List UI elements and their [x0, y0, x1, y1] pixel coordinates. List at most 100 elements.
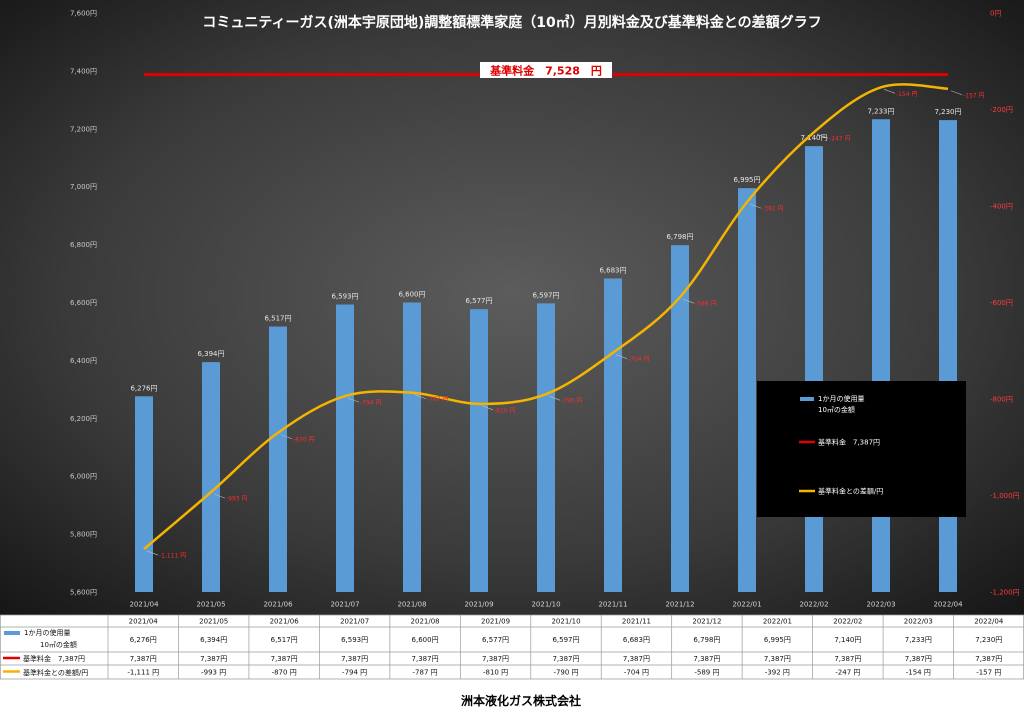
x-axis-tick-label: 2021/12	[665, 601, 694, 609]
table-cell: 7,387円	[341, 655, 368, 663]
table-cell: 6,798円	[693, 636, 720, 644]
x-axis-tick-label: 2021/04	[129, 601, 159, 609]
table-header-cell: 2021/05	[199, 618, 228, 626]
difference-data-label: -787 円	[427, 396, 449, 403]
data-table: 2021/04 2021/05 2021/06 2021/07 2021/08 2021/…	[0, 614, 1024, 680]
table-cell: -787 円	[413, 669, 438, 677]
table-cell: -704 円	[624, 669, 649, 677]
table-swatch	[4, 631, 20, 635]
table-row-label: 10㎥の金額	[40, 640, 77, 649]
difference-data-label: -794 円	[360, 400, 382, 407]
table-cell: 7,387円	[200, 655, 227, 663]
x-axis-tick-label: 2022/01	[732, 601, 761, 609]
chart-title: コミュニティーガス(洲本宇原団地)調整額標準家庭（10㎥）月別料金及び基準料金と…	[202, 14, 821, 31]
y2-axis-tick-label: -400円	[990, 203, 1013, 211]
table-cell: 6,517円	[271, 636, 298, 644]
data-label-leader	[347, 397, 360, 403]
y-axis-tick-label: 6,400円	[70, 357, 97, 365]
table-cell: 7,387円	[552, 655, 579, 663]
bar	[671, 245, 689, 592]
legend-label: 10㎥の金額	[818, 405, 855, 414]
table-cell: 6,577円	[482, 636, 509, 644]
bar-data-label: 6,276円	[130, 384, 157, 392]
y-axis-tick-label: 5,800円	[70, 531, 97, 539]
table-cell: 7,387円	[905, 655, 932, 663]
bar	[805, 146, 823, 593]
legend-label: 基準料金との差額/円	[818, 487, 883, 496]
table-cell: 7,387円	[764, 655, 791, 663]
data-label-leader	[749, 203, 762, 209]
difference-data-label: -790 円	[561, 398, 583, 405]
y-axis-tick-label: 6,000円	[70, 473, 97, 481]
table-cell: 7,230円	[975, 636, 1002, 644]
data-label-leader	[280, 434, 293, 440]
legend-label: 基準料金 7,387円	[818, 438, 880, 447]
difference-data-label: -157 円	[963, 92, 985, 99]
bar	[470, 309, 488, 592]
bar-data-label: 6,517円	[264, 315, 291, 323]
table-row-label: 1か月の使用量	[24, 628, 70, 637]
data-label-leader	[615, 354, 628, 359]
data-label-leader	[481, 405, 494, 411]
bar	[269, 326, 287, 592]
y-axis-tick-label: 6,800円	[70, 241, 97, 249]
table-header-cell: 2022/02	[833, 618, 862, 626]
x-axis-tick-label: 2021/10	[531, 601, 560, 609]
table-cell: 7,387円	[834, 655, 861, 663]
reference-series: 基準料金 7,528 円	[144, 62, 948, 78]
data-label-leader	[548, 395, 561, 401]
table-cell: 6,276円	[130, 636, 157, 644]
table-header-cell: 2021/12	[692, 618, 721, 626]
table-cell: 6,683円	[623, 636, 650, 644]
data-label-leader	[213, 493, 226, 499]
table-cell: -1,111 円	[127, 669, 159, 677]
table-cell: 7,140円	[834, 636, 861, 644]
y-axis-tick-label: 7,400円	[70, 67, 97, 75]
table-header-cell: 2021/06	[270, 618, 300, 626]
table-cell: -154 円	[906, 669, 931, 677]
difference-line	[143, 83, 949, 551]
table-cell: 7,387円	[412, 655, 439, 663]
legend-label: 1か月の使用量	[818, 394, 864, 403]
x-axis-tick-label: 2021/07	[330, 601, 359, 609]
y2-axis-tick-label: -800円	[990, 396, 1013, 404]
bar-data-label: 7,230円	[934, 108, 961, 116]
table-row-label: 基準料金との差額/円	[23, 668, 88, 677]
difference-data-label: -993 円	[226, 496, 248, 503]
y-axis-tick-label: 7,200円	[70, 125, 97, 133]
table-cell: -870 円	[272, 669, 297, 677]
difference-data-label: -392 円	[762, 206, 784, 213]
table-header-cell: 2022/01	[763, 618, 792, 626]
bar	[738, 188, 756, 592]
table-cell: 6,995円	[764, 636, 791, 644]
difference-data-label: -589 円	[695, 301, 717, 308]
reference-banner-text: 基準料金 7,528 円	[489, 64, 602, 78]
data-label-leader	[883, 89, 896, 94]
table-cell: 7,233円	[905, 636, 932, 644]
y-axis-tick-label: 6,600円	[70, 299, 97, 307]
table-cell: 7,387円	[271, 655, 298, 663]
difference-data-label: -247 円	[829, 136, 851, 143]
table-cell: -247 円	[835, 669, 860, 677]
x-axis-tick-label: 2022/03	[866, 601, 895, 609]
bar	[336, 304, 354, 592]
x-axis-tick-label: 2021/09	[464, 601, 493, 609]
table-row-label: 基準料金 7,387円	[23, 654, 85, 663]
table-header-cell: 2021/09	[481, 618, 510, 626]
y2-axis-tick-label: 0円	[990, 10, 1001, 18]
x-axis-tick-label: 2022/02	[799, 601, 828, 609]
table-cell: 7,387円	[693, 655, 720, 663]
x-axis-tick-label: 2021/06	[263, 601, 293, 609]
data-label-leader	[950, 90, 963, 96]
bar-data-label: 6,600円	[398, 291, 425, 299]
company-name: 洲本液化ガス株式会社	[461, 693, 581, 708]
difference-data-label: -154 円	[896, 91, 918, 98]
difference-data-label: -810 円	[494, 407, 516, 414]
y2-axis-tick-label: -200円	[990, 106, 1013, 114]
table-cell: -790 円	[553, 669, 578, 677]
bar	[939, 120, 957, 592]
y-axis-tick-label: 5,600円	[70, 589, 97, 597]
table-header-cell: 2021/10	[551, 618, 580, 626]
bar-data-label: 7,140円	[800, 134, 827, 142]
